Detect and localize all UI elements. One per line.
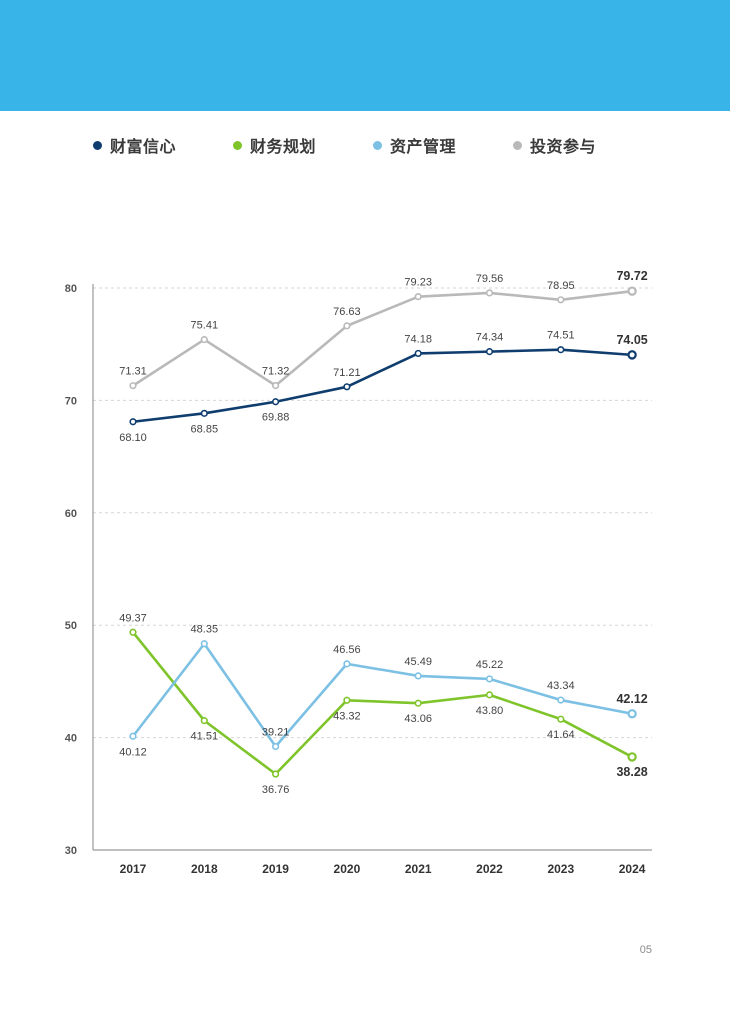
y-tick-label: 80 — [65, 283, 77, 295]
data-point-wealth-confidence — [485, 348, 494, 356]
legend-label-financial-planning: 财务规划 — [250, 139, 317, 156]
x-tick-label: 2021 — [405, 862, 432, 876]
y-tick-label: 60 — [65, 508, 77, 520]
data-point-investment-participation — [272, 381, 280, 390]
chart-legend: 财富信心 财务规划 资产管理 投资参与 — [0, 128, 730, 158]
data-label-financial-planning: 38.28 — [616, 765, 647, 779]
y-tick-label: 40 — [65, 733, 77, 745]
data-label-financial-planning: 41.64 — [547, 729, 575, 741]
y-tick-label: 30 — [65, 845, 77, 857]
data-point-asset-management — [557, 696, 565, 704]
legend-item-asset-management: 资产管理 — [373, 133, 456, 157]
data-point-financial-planning — [129, 628, 137, 636]
legend-item-investment-participation: 投资参与 — [513, 133, 596, 157]
data-point-wealth-confidence — [557, 346, 565, 354]
legend-item-wealth-confidence: 财富信心 — [93, 133, 176, 157]
legend-marker-wealth-confidence — [93, 140, 102, 150]
data-point-financial-planning — [485, 691, 494, 699]
y-tick-label: 70 — [65, 395, 77, 407]
data-point-investment-participation — [200, 335, 208, 344]
x-tick-label: 2020 — [334, 862, 361, 876]
data-label-investment-participation: 71.32 — [262, 366, 290, 378]
data-point-investment-participation — [485, 289, 494, 297]
legend-marker-investment-participation — [513, 140, 522, 150]
data-point-wealth-confidence — [627, 350, 637, 360]
data-label-investment-participation: 75.41 — [191, 320, 219, 332]
x-tick-label: 2018 — [191, 862, 218, 876]
data-label-investment-participation: 78.95 — [547, 280, 575, 292]
data-label-asset-management: 42.12 — [616, 692, 647, 706]
data-point-financial-planning — [200, 717, 208, 725]
legend-label-investment-participation: 投资参与 — [530, 139, 597, 156]
data-point-financial-planning — [272, 770, 280, 778]
data-point-asset-management — [485, 675, 494, 683]
data-point-wealth-confidence — [343, 383, 351, 391]
x-tick-label: 2017 — [120, 862, 147, 876]
data-label-investment-participation: 79.72 — [616, 269, 647, 283]
data-label-financial-planning: 43.32 — [333, 710, 361, 722]
data-label-financial-planning: 43.80 — [476, 705, 504, 717]
series-line-investment-participation — [132, 289, 633, 387]
data-point-financial-planning — [627, 752, 637, 762]
x-tick-label: 2022 — [476, 862, 503, 876]
data-label-investment-participation: 79.56 — [476, 273, 504, 285]
legend-marker-financial-planning — [233, 140, 242, 150]
data-point-investment-participation — [557, 296, 565, 304]
x-tick-label: 2019 — [262, 862, 289, 876]
data-label-financial-planning: 41.51 — [191, 731, 219, 743]
data-point-asset-management — [200, 640, 208, 648]
data-label-wealth-confidence: 74.51 — [547, 330, 575, 342]
data-label-wealth-confidence: 74.34 — [476, 332, 504, 344]
data-point-wealth-confidence — [272, 398, 280, 406]
x-tick-label: 2023 — [547, 862, 574, 876]
data-label-asset-management: 45.49 — [404, 656, 432, 668]
data-point-asset-management — [343, 660, 351, 668]
data-point-asset-management — [414, 672, 422, 680]
data-point-financial-planning — [414, 699, 422, 707]
data-label-asset-management: 40.12 — [119, 746, 147, 758]
data-point-wealth-confidence — [129, 418, 137, 426]
data-label-asset-management: 48.35 — [191, 624, 219, 636]
series-line-wealth-confidence — [132, 348, 633, 424]
data-label-financial-planning: 49.37 — [119, 612, 147, 624]
data-point-financial-planning — [343, 696, 351, 704]
legend-marker-asset-management — [373, 140, 382, 150]
series-line-asset-management — [131, 642, 633, 748]
data-point-investment-participation — [414, 293, 422, 301]
data-point-wealth-confidence — [200, 409, 208, 417]
data-point-investment-participation — [627, 286, 637, 296]
header-band — [0, 0, 730, 111]
data-label-wealth-confidence: 69.88 — [262, 412, 290, 424]
data-label-wealth-confidence: 68.10 — [119, 432, 147, 444]
y-tick-label: 50 — [65, 620, 77, 632]
page-number: 05 — [639, 944, 652, 956]
data-label-investment-participation: 76.63 — [333, 306, 361, 318]
data-label-wealth-confidence: 71.21 — [333, 367, 361, 379]
data-point-investment-participation — [343, 322, 351, 330]
data-label-wealth-confidence: 74.18 — [404, 333, 432, 345]
data-point-investment-participation — [129, 382, 137, 390]
data-label-wealth-confidence: 74.05 — [616, 333, 647, 347]
data-label-asset-management: 45.22 — [476, 659, 504, 671]
data-point-asset-management — [272, 742, 280, 751]
data-point-wealth-confidence — [414, 349, 422, 358]
data-label-financial-planning: 43.06 — [404, 713, 432, 725]
data-label-asset-management: 43.34 — [547, 680, 575, 692]
x-tick-label: 2024 — [619, 862, 646, 876]
data-label-asset-management: 39.21 — [262, 726, 290, 738]
data-label-asset-management: 46.56 — [333, 644, 361, 656]
legend-label-wealth-confidence: 财富信心 — [110, 139, 177, 156]
data-label-financial-planning: 36.76 — [262, 784, 290, 796]
series-line-financial-planning — [131, 631, 633, 776]
data-point-financial-planning — [557, 715, 565, 723]
legend-item-financial-planning: 财务规划 — [233, 133, 316, 157]
legend-label-asset-management: 资产管理 — [390, 139, 457, 156]
data-label-investment-participation: 71.31 — [119, 366, 147, 378]
data-point-asset-management — [129, 732, 137, 740]
data-label-investment-participation: 79.23 — [404, 277, 432, 289]
data-point-asset-management — [627, 709, 637, 719]
data-label-wealth-confidence: 68.85 — [191, 423, 219, 435]
